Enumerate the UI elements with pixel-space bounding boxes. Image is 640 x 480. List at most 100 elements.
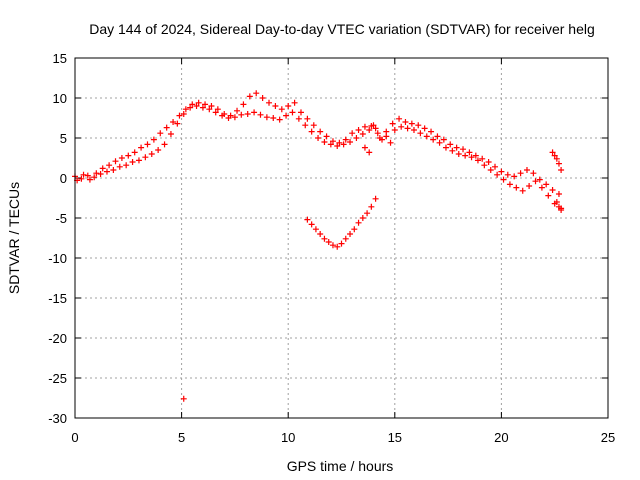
data-point (364, 210, 371, 217)
data-point (338, 240, 345, 247)
series-scatter-cross (361, 122, 394, 156)
data-point (131, 149, 138, 156)
series-band-d (391, 123, 565, 212)
data-point (513, 184, 520, 191)
data-point (321, 139, 328, 145)
data-point (383, 133, 390, 140)
data-point (317, 231, 324, 237)
data-point (523, 167, 530, 173)
data-point (327, 141, 334, 148)
data-point (123, 162, 130, 169)
data-point (379, 136, 386, 143)
data-point (336, 139, 343, 146)
data-point (125, 152, 132, 159)
data-point (308, 128, 315, 135)
y-tick-labels: 15 10 5 0 -5 -10 -15 -20 -25 -30 (48, 51, 67, 426)
data-point (84, 172, 91, 179)
data-point (487, 167, 494, 173)
x-tick-labels: 0 5 10 15 20 25 (71, 430, 615, 445)
x-tick-label: 0 (71, 430, 78, 445)
data-point (553, 199, 560, 205)
data-point (155, 147, 162, 153)
data-point (402, 119, 409, 125)
data-point (374, 130, 381, 137)
x-tick-label: 5 (178, 430, 185, 445)
data-point (317, 128, 324, 135)
data-point (212, 109, 219, 116)
data-point (135, 157, 142, 164)
data-point (440, 136, 447, 143)
data-point (283, 112, 290, 119)
data-point (206, 106, 213, 113)
data-point (97, 171, 104, 177)
data-point (485, 159, 492, 165)
data-point (549, 187, 556, 193)
data-point (176, 112, 183, 119)
data-point (511, 173, 518, 180)
data-point (342, 235, 349, 242)
data-point (519, 187, 526, 194)
data-point (366, 149, 373, 156)
data-point (323, 133, 330, 140)
data-point (366, 127, 373, 133)
data-point (549, 149, 556, 156)
data-point (253, 90, 260, 97)
data-point (342, 136, 349, 143)
data-point (453, 144, 460, 151)
data-point (304, 216, 311, 223)
data-point (278, 106, 285, 113)
data-point (553, 155, 560, 162)
series-band-c (376, 115, 562, 197)
data-point (398, 123, 405, 130)
data-point (555, 203, 562, 210)
data-point (157, 130, 164, 137)
data-point (415, 122, 422, 129)
data-point (558, 207, 565, 213)
y-tick-label: -30 (48, 411, 67, 426)
data-point (347, 139, 354, 145)
data-point (144, 141, 151, 148)
data-point (297, 109, 304, 116)
data-point (106, 162, 113, 169)
data-point (517, 170, 524, 177)
data-point (391, 127, 398, 133)
data-point (408, 120, 415, 127)
y-tick-label: -15 (48, 291, 67, 306)
data-point (112, 158, 119, 165)
x-tick-label: 25 (601, 430, 615, 445)
data-point (93, 170, 100, 177)
y-tick-label: 15 (53, 51, 67, 66)
data-point (150, 136, 157, 143)
data-point (291, 99, 298, 106)
data-point (530, 170, 537, 177)
data-point (170, 119, 177, 125)
data-point (421, 125, 428, 132)
x-tick-label: 20 (494, 430, 508, 445)
data-point (334, 143, 341, 149)
data-point (180, 395, 187, 402)
data-point (270, 115, 277, 121)
data-point (329, 138, 336, 145)
data-point (396, 115, 403, 122)
data-point (295, 115, 302, 122)
data-point (449, 147, 456, 154)
series-outlier (180, 395, 187, 402)
data-point (359, 131, 366, 137)
data-point (389, 120, 396, 127)
data-point (251, 109, 258, 116)
y-tick-label: -20 (48, 331, 67, 346)
data-point (340, 141, 347, 148)
chart-title: Day 144 of 2024, Sidereal Day-to-day VTE… (89, 21, 595, 37)
data-point (80, 171, 87, 178)
data-point (494, 171, 501, 178)
data-point (504, 171, 511, 178)
data-point (199, 104, 206, 111)
data-point (174, 120, 181, 127)
data-point (263, 114, 270, 121)
data-point (308, 221, 315, 228)
data-point (195, 99, 202, 106)
data-point (558, 167, 565, 173)
data-point (500, 176, 507, 183)
data-point (404, 125, 411, 132)
